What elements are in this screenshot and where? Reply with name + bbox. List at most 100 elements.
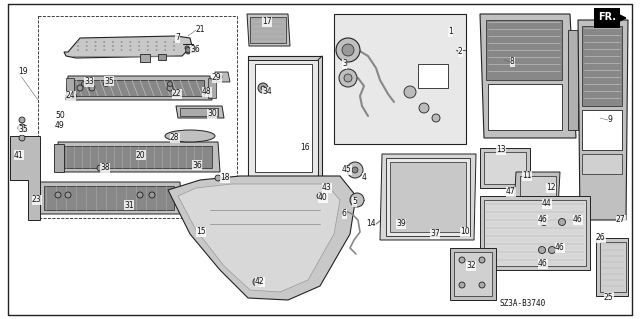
Circle shape [129, 45, 131, 47]
Circle shape [352, 167, 358, 173]
Bar [208, 78, 216, 98]
Circle shape [164, 41, 166, 43]
Circle shape [147, 41, 149, 43]
Circle shape [103, 45, 105, 47]
Bar [454, 252, 492, 296]
Circle shape [138, 45, 140, 47]
Text: 27: 27 [616, 216, 626, 225]
Text: 11: 11 [522, 172, 531, 181]
Circle shape [347, 162, 363, 178]
Text: 7: 7 [175, 33, 180, 42]
Circle shape [19, 135, 25, 141]
Text: 28: 28 [170, 133, 179, 143]
Bar [582, 154, 622, 174]
Circle shape [459, 282, 465, 288]
Text: 34: 34 [262, 87, 272, 97]
Circle shape [147, 45, 149, 47]
Circle shape [339, 69, 357, 87]
Text: 41: 41 [14, 151, 24, 160]
Bar [582, 26, 622, 106]
Bar [484, 200, 586, 266]
Text: 46: 46 [573, 216, 583, 225]
Text: 17: 17 [262, 18, 271, 26]
Text: 6: 6 [342, 210, 347, 219]
Circle shape [164, 45, 166, 47]
Bar [158, 54, 166, 60]
Polygon shape [64, 36, 192, 58]
Polygon shape [334, 14, 466, 144]
Polygon shape [594, 8, 620, 28]
Polygon shape [38, 182, 182, 214]
Polygon shape [215, 72, 230, 82]
Circle shape [404, 86, 416, 98]
Bar [568, 30, 578, 130]
Text: 16: 16 [300, 144, 310, 152]
Text: 1: 1 [448, 27, 452, 36]
Bar [66, 78, 74, 98]
Circle shape [89, 85, 95, 91]
Circle shape [350, 193, 364, 207]
Polygon shape [178, 184, 340, 292]
Circle shape [168, 81, 173, 86]
Polygon shape [380, 154, 476, 240]
Text: 46: 46 [538, 259, 548, 269]
Text: 13: 13 [496, 145, 506, 154]
Text: 24: 24 [66, 92, 76, 100]
Bar [486, 20, 562, 80]
Circle shape [129, 41, 131, 43]
Bar [520, 176, 556, 204]
Circle shape [186, 50, 190, 54]
Ellipse shape [165, 130, 215, 142]
Circle shape [186, 48, 191, 53]
Text: 22: 22 [172, 90, 182, 99]
Text: 32: 32 [466, 262, 476, 271]
Text: 25: 25 [604, 293, 614, 301]
Circle shape [86, 49, 88, 51]
Text: 36: 36 [192, 160, 202, 169]
Text: 35: 35 [18, 125, 28, 135]
Text: 21: 21 [196, 26, 205, 34]
Bar [418, 64, 448, 88]
Circle shape [156, 49, 157, 51]
Bar [488, 84, 562, 130]
Polygon shape [248, 60, 318, 176]
Circle shape [149, 192, 155, 198]
Polygon shape [450, 248, 496, 300]
Text: 33: 33 [84, 78, 93, 86]
Text: 10: 10 [460, 227, 470, 236]
Text: 26: 26 [596, 234, 605, 242]
Text: 20: 20 [136, 151, 146, 160]
Polygon shape [255, 64, 312, 172]
Circle shape [479, 257, 485, 263]
Polygon shape [248, 56, 322, 180]
Polygon shape [480, 196, 590, 270]
Circle shape [18, 124, 26, 132]
Circle shape [432, 114, 440, 122]
Polygon shape [480, 148, 530, 188]
Circle shape [19, 117, 25, 123]
Text: 49: 49 [55, 122, 65, 130]
Text: 23: 23 [32, 196, 42, 204]
Bar [582, 110, 622, 150]
Bar [600, 242, 626, 292]
Circle shape [120, 49, 123, 51]
Circle shape [112, 49, 114, 51]
Circle shape [193, 48, 198, 53]
Polygon shape [66, 76, 212, 100]
Circle shape [77, 49, 79, 51]
Circle shape [167, 85, 173, 91]
Circle shape [173, 45, 175, 47]
Polygon shape [514, 172, 560, 208]
Circle shape [156, 45, 157, 47]
Circle shape [459, 257, 465, 263]
Circle shape [253, 278, 261, 286]
Circle shape [77, 41, 79, 43]
Text: 50: 50 [55, 112, 65, 121]
Circle shape [317, 193, 323, 199]
Circle shape [559, 219, 566, 226]
Text: 9: 9 [608, 115, 613, 124]
Text: 48: 48 [202, 87, 212, 97]
Text: 40: 40 [318, 194, 328, 203]
Text: 46: 46 [555, 243, 564, 253]
Circle shape [164, 49, 166, 51]
